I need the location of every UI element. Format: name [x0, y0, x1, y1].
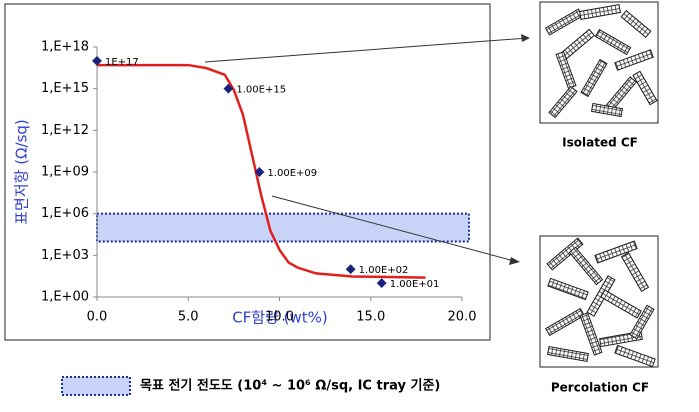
fibers [544, 4, 658, 119]
data-label: 1.00E+09 [267, 168, 317, 179]
inset-label: Isolated CF [562, 136, 638, 150]
plot: 1,E+00 1,E+03 1,E+06 1,E+09 1,E+12 1,E+15 1,E+… [41, 40, 477, 325]
fit-curve [97, 63, 426, 279]
arrow [204, 37, 529, 63]
data-point [223, 83, 234, 94]
x-tick-label: 5.0 [178, 310, 199, 325]
y-tick-label: 1,E+00 [41, 290, 89, 305]
arrowhead [509, 257, 520, 265]
inset-label: Percolation CF [551, 381, 649, 395]
data-point [376, 278, 387, 289]
data-label: 1.00E+01 [390, 279, 440, 290]
y-tick-label: 1,E+09 [41, 165, 89, 180]
arrowhead [521, 34, 530, 42]
x-tick-label: 20.0 [448, 310, 477, 325]
y-tick-label: 1,E+12 [41, 123, 89, 138]
data-label: 1E+17 [105, 57, 139, 68]
data-label: 1.00E+02 [359, 265, 409, 276]
target-band [96, 212, 470, 243]
fibers [544, 237, 656, 368]
data-label: 1.00E+15 [236, 85, 286, 96]
legend-swatch [61, 376, 131, 396]
x-tick-label: 10.0 [265, 310, 294, 325]
y-tick-label: 1,E+15 [41, 81, 89, 96]
y-axis-label: 표면저항 (Ω/sq) [13, 119, 31, 225]
data-point [254, 167, 265, 177]
y-tick-label: 1,E+06 [41, 206, 89, 221]
x-tick-label: 0.0 [87, 310, 108, 325]
y-tick-label: 1,E+18 [41, 40, 89, 55]
arrow [271, 195, 519, 263]
data-point [345, 264, 356, 275]
x-axis-label: CF함량 (wt%) [232, 309, 328, 327]
legend-label: 목표 전기 전도도 (10⁴ ~ 10⁶ Ω/sq, IC tray 기준) [140, 378, 440, 394]
chart-frame [4, 3, 491, 341]
y-tick-label: 1,E+03 [41, 248, 89, 263]
x-tick-label: 15.0 [356, 310, 385, 325]
